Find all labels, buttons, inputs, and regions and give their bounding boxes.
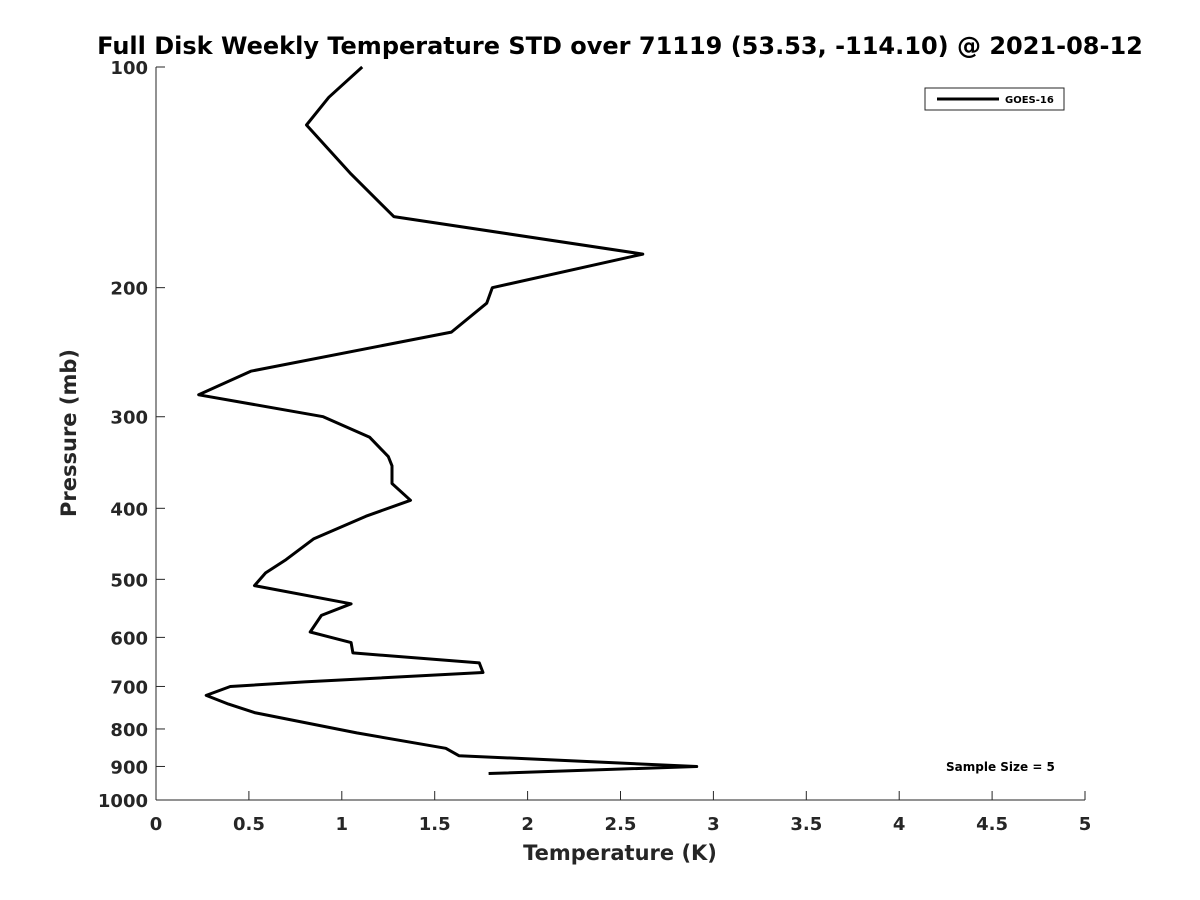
y-tick-label: 1000 bbox=[98, 791, 148, 812]
y-tick-label: 700 bbox=[110, 677, 148, 698]
x-ticks: 0 0.5 1 1.5 2 2.5 3 3.5 4 4.5 5 bbox=[150, 791, 1092, 835]
y-ticks: 100 200 300 400 500 600 700 800 900 1000 bbox=[98, 58, 165, 812]
x-tick-label: 3 bbox=[707, 814, 720, 835]
chart-title: Full Disk Weekly Temperature STD over 71… bbox=[97, 32, 1143, 60]
x-tick-label: 4 bbox=[893, 814, 906, 835]
series-group bbox=[197, 65, 699, 775]
x-tick-label: 4.5 bbox=[976, 814, 1008, 835]
y-tick-label: 500 bbox=[110, 570, 148, 591]
x-tick-label: 1 bbox=[336, 814, 349, 835]
x-tick-label: 3.5 bbox=[790, 814, 822, 835]
y-tick-label: 300 bbox=[110, 408, 148, 429]
x-tick-label: 5 bbox=[1079, 814, 1092, 835]
y-tick-label: 600 bbox=[110, 628, 148, 649]
y-axis-label: Pressure (mb) bbox=[57, 349, 81, 517]
y-tick-label: 200 bbox=[110, 279, 148, 300]
legend: GOES-16 bbox=[924, 87, 1065, 111]
x-tick-label: 2.5 bbox=[605, 814, 637, 835]
y-tick-label: 100 bbox=[110, 58, 148, 79]
x-axis-label: Temperature (K) bbox=[523, 841, 717, 865]
x-tick-label: 1.5 bbox=[419, 814, 451, 835]
x-tick-label: 2 bbox=[521, 814, 534, 835]
x-tick-label: 0 bbox=[150, 814, 163, 835]
y-tick-label: 900 bbox=[110, 757, 148, 778]
y-tick-label: 800 bbox=[110, 720, 148, 741]
series-line-goes-16 bbox=[197, 65, 699, 775]
x-tick-label: 0.5 bbox=[233, 814, 265, 835]
legend-label: GOES-16 bbox=[1005, 95, 1054, 106]
sample-size-annotation: Sample Size = 5 bbox=[946, 760, 1055, 774]
y-tick-label: 400 bbox=[110, 499, 148, 520]
